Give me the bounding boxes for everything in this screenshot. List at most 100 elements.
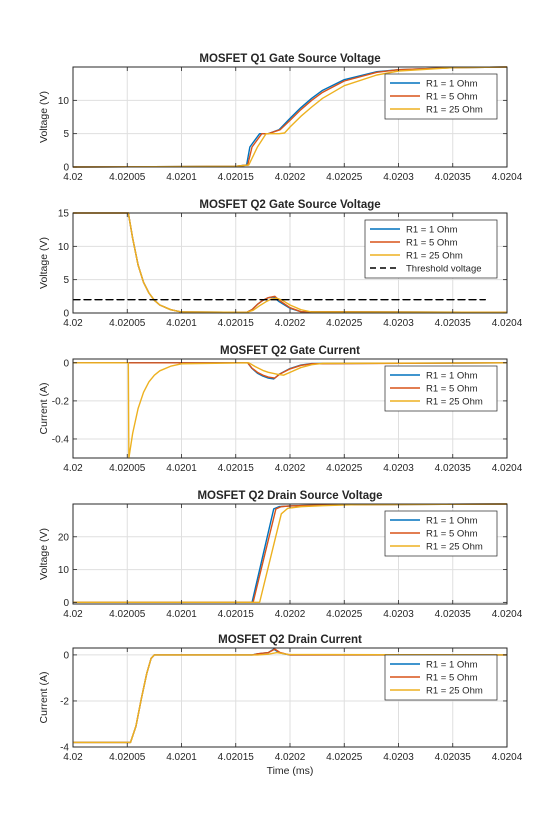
y-tick-label: 10 [58, 96, 70, 107]
legend: R1 = 1 Ohm R1 = 5 Ohm R1 = 25 Ohm [384, 654, 498, 701]
x-tick-label: 4.0204 [492, 318, 523, 329]
series-group [73, 66, 507, 168]
y-axis-label: Current (A) [38, 383, 50, 435]
y-tick-label: -0.2 [52, 396, 70, 407]
y-tick-label: 10 [58, 242, 70, 253]
chart-panel-2: 4.02 4.02005 4.0201 4.02015 4.0202 4.02025 4.0… [38, 199, 523, 329]
x-tick-label: 4.02025 [326, 752, 363, 763]
x-tick-label: 4.0202 [275, 318, 306, 329]
x-tick-label: 4.02025 [326, 172, 363, 183]
x-tick-label: 4.02005 [109, 172, 146, 183]
x-tick-label: 4.0201 [166, 463, 197, 474]
y-tick-label: 20 [58, 532, 70, 543]
legend: R1 = 1 Ohm R1 = 5 Ohm R1 = 25 Ohm [384, 510, 498, 557]
y-tick-label: 10 [58, 565, 70, 576]
series-line-2 [73, 66, 507, 168]
y-tick-label: 0 [63, 309, 69, 320]
legend-label: R1 = 25 Ohm [426, 686, 483, 697]
x-tick-label: 4.02 [63, 172, 83, 183]
x-tick-label: 4.0201 [166, 752, 197, 763]
legend-label: R1 = 1 Ohm [426, 516, 478, 527]
x-tick-label: 4.02035 [435, 752, 472, 763]
series-group [73, 362, 507, 459]
legend: R1 = 1 Ohm R1 = 5 Ohm R1 = 25 Ohm Threshold… [364, 219, 498, 279]
series-line-2 [73, 362, 507, 379]
legend: R1 = 1 Ohm R1 = 5 Ohm R1 = 25 Ohm [384, 73, 498, 120]
x-tick-label: 4.0201 [166, 609, 197, 620]
x-tick-label: 4.0203 [383, 172, 414, 183]
x-tick-label: 4.02 [63, 609, 83, 620]
legend: R1 = 1 Ohm R1 = 5 Ohm R1 = 25 Ohm [384, 365, 498, 412]
x-tick-label: 4.0204 [492, 609, 523, 620]
x-tick-label: 4.02035 [435, 609, 472, 620]
y-tick-label: -4 [60, 743, 69, 754]
chart-title: MOSFET Q2 Gate Current [220, 345, 360, 357]
x-tick-label: 4.0202 [275, 172, 306, 183]
x-tick-label: 4.02025 [326, 609, 363, 620]
x-tick-label: 4.02015 [218, 752, 255, 763]
chart-title: MOSFET Q2 Drain Source Voltage [197, 490, 382, 502]
x-tick-label: 4.02035 [435, 318, 472, 329]
series-group [73, 648, 507, 744]
series-line-3 [73, 651, 507, 744]
legend-label: R1 = 5 Ohm [406, 238, 458, 249]
x-tick-label: 4.0202 [275, 463, 306, 474]
x-tick-label: 4.0203 [383, 752, 414, 763]
y-tick-label: 15 [58, 209, 70, 220]
y-axis-label: Current (A) [38, 672, 50, 724]
x-tick-label: 4.0204 [492, 463, 523, 474]
x-tick-label: 4.0201 [166, 172, 197, 183]
legend-label: Threshold voltage [406, 264, 482, 275]
x-tick-label: 4.02005 [109, 318, 146, 329]
x-tick-label: 4.0202 [275, 609, 306, 620]
legend-label: R1 = 5 Ohm [426, 92, 478, 103]
y-tick-label: 0 [63, 598, 69, 609]
y-axis-label: Voltage (V) [38, 237, 50, 289]
y-tick-label: -0.4 [52, 434, 70, 445]
legend-label: R1 = 25 Ohm [406, 251, 463, 262]
x-tick-label: 4.02015 [218, 609, 255, 620]
x-tick-label: 4.02015 [218, 172, 255, 183]
x-tick-label: 4.0203 [383, 463, 414, 474]
x-tick-label: 4.0203 [383, 609, 414, 620]
series-group [73, 503, 507, 604]
y-tick-label: 0 [63, 163, 69, 174]
y-tick-label: 5 [63, 129, 69, 140]
series-line-3 [73, 212, 507, 314]
y-axis-label: Voltage (V) [38, 528, 50, 580]
x-tick-label: 4.0201 [166, 318, 197, 329]
chart-title: MOSFET Q2 Drain Current [218, 634, 362, 646]
x-tick-label: 4.02 [63, 752, 83, 763]
x-tick-label: 4.02035 [435, 463, 472, 474]
x-tick-label: 4.02025 [326, 463, 363, 474]
x-tick-label: 4.0203 [383, 318, 414, 329]
x-tick-label: 4.0202 [275, 752, 306, 763]
x-axis-label: Time (ms) [267, 765, 314, 777]
chart-title: MOSFET Q1 Gate Source Voltage [199, 53, 380, 65]
legend-label: R1 = 25 Ohm [426, 105, 483, 116]
x-tick-label: 4.02005 [109, 752, 146, 763]
legend-label: R1 = 5 Ohm [426, 529, 478, 540]
series-line-3 [73, 503, 507, 604]
y-tick-label: 5 [63, 275, 69, 286]
x-tick-label: 4.02015 [218, 463, 255, 474]
chart-panel-3: 4.02 4.02005 4.0201 4.02015 4.0202 4.02025 4.0… [38, 345, 523, 474]
legend-label: R1 = 25 Ohm [426, 542, 483, 553]
legend-label: R1 = 1 Ohm [426, 660, 478, 671]
series-line-3 [73, 362, 507, 459]
legend-label: R1 = 5 Ohm [426, 673, 478, 684]
y-tick-label: 0 [63, 650, 69, 661]
legend-label: R1 = 1 Ohm [406, 225, 458, 236]
series-line-3 [73, 66, 507, 168]
x-tick-label: 4.02025 [326, 318, 363, 329]
chart-panel-5: 4.02 4.02005 4.0201 4.02015 4.0202 4.02025 4.0… [38, 634, 523, 777]
chart-title: MOSFET Q2 Gate Source Voltage [199, 199, 380, 211]
legend-label: R1 = 1 Ohm [426, 79, 478, 90]
legend-label: R1 = 1 Ohm [426, 371, 478, 382]
legend-label: R1 = 5 Ohm [426, 384, 478, 395]
series-group [73, 212, 507, 314]
x-tick-label: 4.02005 [109, 609, 146, 620]
chart-panel-1: 4.02 4.02005 4.0201 4.02015 4.0202 4.02025 4.0… [38, 53, 523, 183]
y-tick-label: -2 [60, 696, 69, 707]
x-tick-label: 4.02 [63, 318, 83, 329]
